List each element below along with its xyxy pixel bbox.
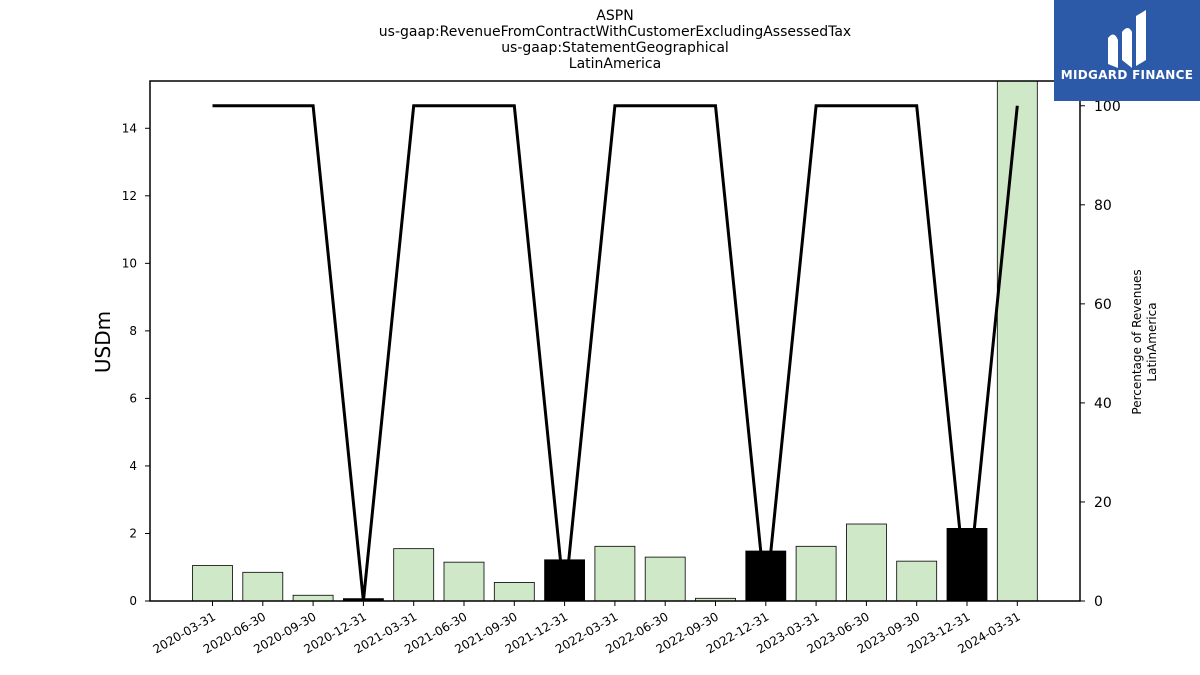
- chart-title: ASPN us-gaap:RevenueFromContractWithCust…: [379, 8, 851, 72]
- y-axis-right-label-line-1: Percentage of Revenues: [1130, 269, 1144, 414]
- title-line-2: us-gaap:RevenueFromContractWithCustomerE…: [379, 24, 851, 40]
- title-line-3: us-gaap:StatementGeographical: [501, 40, 729, 56]
- bar-2021-09-30: [493, 582, 535, 602]
- bar-2022-03-31: [594, 545, 636, 602]
- y-left-tick-label: 2: [129, 526, 137, 540]
- midgard-finance-logo: MIDGARD FINANCE: [1054, 0, 1200, 101]
- y-left-tick-label: 8: [129, 324, 137, 338]
- y-left-tick-label: 4: [129, 459, 137, 473]
- bar-2023-06-30: [846, 523, 887, 602]
- y-axis-label: USDm: [91, 311, 115, 373]
- title-line-1: ASPN: [596, 8, 633, 24]
- y-left-tick-label: 0: [129, 594, 137, 608]
- y-right-tick-label: 20: [1094, 495, 1112, 511]
- bar-series: [192, 80, 1038, 602]
- percentage-line-series: [212, 104, 1019, 602]
- bar-2020-09-30: [292, 594, 334, 602]
- y-right-tick-label: 100: [1094, 99, 1121, 115]
- y-left-tick-label: 14: [122, 121, 137, 135]
- bar-2020-03-31: [192, 565, 233, 602]
- bar-2021-03-31: [393, 548, 435, 602]
- bar-2023-09-30: [896, 560, 938, 602]
- logo-text: MIDGARD FINANCE: [1060, 68, 1194, 82]
- bar-2020-06-30: [242, 571, 284, 602]
- y-right-tick-label: 40: [1094, 396, 1112, 412]
- bar-2024-03-31: [996, 80, 1038, 602]
- midgard-logo-icon: [1108, 10, 1146, 68]
- bar-2021-06-30: [443, 561, 485, 602]
- y-axis-right: 0 20 40 60 80 100: [1080, 99, 1121, 610]
- y-right-tick-label: 0: [1094, 594, 1103, 610]
- y-left-tick-label: 6: [129, 391, 137, 405]
- y-axis-right-label: Percentage of Revenues LatinAmerica: [1130, 269, 1159, 414]
- y-left-tick-label: 10: [122, 256, 137, 270]
- y-right-tick-label: 60: [1094, 297, 1112, 313]
- y-axis-left: 0 2 4 6 8 10 12 14: [122, 121, 150, 608]
- y-left-tick-label: 12: [122, 189, 137, 203]
- y-axis-right-label-line-2: LatinAmerica: [1145, 302, 1159, 381]
- title-line-4: LatinAmerica: [569, 56, 661, 72]
- bar-2023-03-31: [795, 545, 837, 602]
- x-axis: 2020-03-312020-06-302020-09-302020-12-31…: [151, 601, 1023, 656]
- y-right-tick-label: 80: [1094, 198, 1112, 214]
- bar-2022-06-30: [644, 556, 686, 602]
- percentage-line: [212, 104, 1019, 602]
